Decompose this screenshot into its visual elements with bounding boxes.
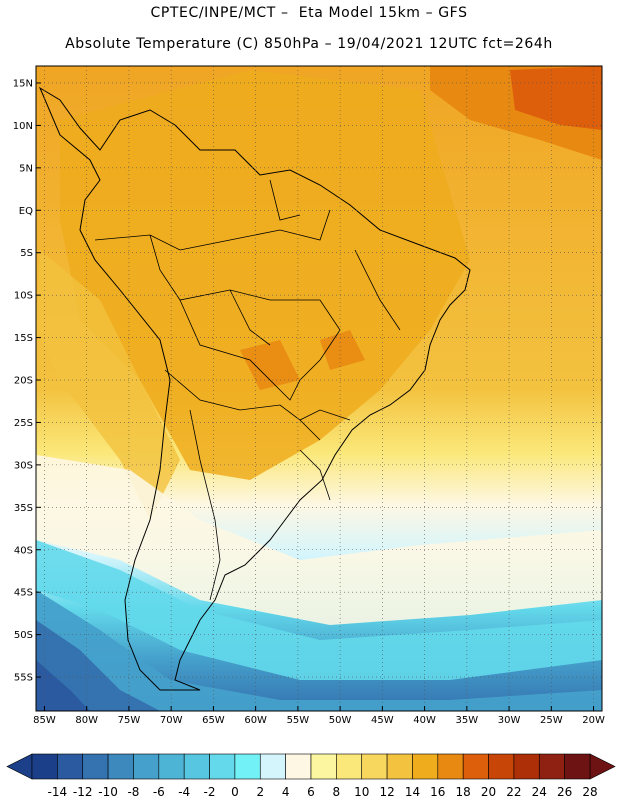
lat-label: EQ <box>19 206 33 217</box>
lat-label: 5N <box>19 163 33 174</box>
lon-label: 50W <box>329 715 352 726</box>
lon-label: 20W <box>582 715 605 726</box>
colorbar-tick-label: -8 <box>127 785 139 799</box>
colorbar-tick-label: 12 <box>379 785 394 799</box>
colorbar-swatch <box>82 753 109 780</box>
lat-label: 20S <box>14 376 33 387</box>
map-frame <box>35 65 603 712</box>
colorbar-swatch <box>234 753 261 780</box>
colorbar-swatch <box>386 753 413 780</box>
colorbar-tick-label: 10 <box>354 785 369 799</box>
latitude-labels: 15N 10N 5N EQ 5S 10S 15S 20S 25S 30S 35S 40S 45S 50S 5… <box>13 78 33 683</box>
lon-label: 55W <box>287 715 310 726</box>
country-borders <box>94 179 401 601</box>
colorbar-tick-label: 20 <box>481 785 496 799</box>
lat-label: 10N <box>13 121 33 132</box>
colorbar-swatch <box>133 753 160 780</box>
colorbar-tick-label: 2 <box>256 785 264 799</box>
colorbar-swatch <box>183 753 210 780</box>
lat-label: 10S <box>14 291 33 302</box>
colorbar-tick-label: -12 <box>73 785 93 799</box>
colorbar-tick-label: -4 <box>178 785 190 799</box>
colorbar-swatch <box>31 753 58 780</box>
graticule <box>36 66 602 711</box>
lat-label: 25S <box>14 418 33 429</box>
colorbar-swatch <box>538 753 565 780</box>
lon-label: 30W <box>498 715 521 726</box>
colorbar-tick-label: 4 <box>282 785 290 799</box>
colorbar-swatch <box>310 753 337 780</box>
lat-label: 15S <box>14 333 33 344</box>
lat-label: 35S <box>14 503 33 514</box>
lon-label: 80W <box>75 715 98 726</box>
colorbar-swatch <box>437 753 464 780</box>
temperature-field <box>36 66 602 711</box>
colorbar-tick-label: 8 <box>333 785 341 799</box>
map-subtitle: Absolute Temperature (C) 850hPa – 19/04/… <box>65 36 553 52</box>
colorbar-swatch <box>488 753 515 780</box>
lat-label: 55S <box>14 673 33 684</box>
lat-label: 15N <box>13 78 33 89</box>
colorbar-tick-label: 22 <box>506 785 521 799</box>
colorbar-swatch <box>361 753 388 780</box>
colorbar <box>6 753 616 780</box>
colorbar-tick-label: -14 <box>48 785 68 799</box>
lon-label: 40W <box>413 715 436 726</box>
colorbar-tick-label: 28 <box>582 785 597 799</box>
lon-label: 85W <box>33 715 56 726</box>
longitude-labels: 85W 80W 75W 70W 65W 60W 55W 50W 45W 40W 35W 30W 25W 2… <box>33 715 605 726</box>
lat-label: 40S <box>14 545 33 556</box>
colorbar-tick-labels: -14 -12 -10 -8 -6 -4 -2 0 2 4 6 8 10 12 14 16 18 20 22 24 26… <box>48 785 598 799</box>
colorbar-tick-label: 14 <box>405 785 420 799</box>
colorbar-swatch <box>158 753 185 780</box>
colorbar-tick-label: -6 <box>153 785 165 799</box>
colorbar-swatch <box>285 753 312 780</box>
coastline <box>38 86 471 691</box>
colorbar-swatch <box>462 753 489 780</box>
lon-label: 35W <box>456 715 479 726</box>
colorbar-tick-label: -2 <box>204 785 216 799</box>
colorbar-low-arrow <box>6 753 33 780</box>
lat-label: 50S <box>14 630 33 641</box>
lon-label: 60W <box>244 715 267 726</box>
colorbar-swatch <box>564 753 591 780</box>
colorbar-tick-label: 16 <box>430 785 445 799</box>
colorbar-tick-label: 24 <box>532 785 547 799</box>
map-title: CPTEC/INPE/MCT – Eta Model 15km – GFS <box>150 5 468 21</box>
colorbar-tick-label: -10 <box>98 785 118 799</box>
lon-label: 25W <box>540 715 563 726</box>
colorbar-swatch <box>412 753 439 780</box>
colorbar-tick-label: 0 <box>231 785 239 799</box>
colorbar-swatch <box>336 753 363 780</box>
colorbar-swatch <box>259 753 286 780</box>
colorbar-tick-label: 26 <box>557 785 572 799</box>
colorbar-tick-label: 18 <box>456 785 471 799</box>
lon-label: 45W <box>371 715 394 726</box>
lat-label: 45S <box>14 588 33 599</box>
lon-label: 65W <box>202 715 225 726</box>
colorbar-swatch <box>209 753 236 780</box>
colorbar-swatch <box>57 753 84 780</box>
colorbar-tick-label: 6 <box>307 785 315 799</box>
lon-label: 70W <box>160 715 183 726</box>
colorbar-swatch <box>513 753 540 780</box>
lon-label: 75W <box>118 715 141 726</box>
lat-label: 30S <box>14 460 33 471</box>
colorbar-high-arrow <box>589 753 616 780</box>
lat-label: 5S <box>20 248 33 259</box>
colorbar-swatch <box>107 753 134 780</box>
